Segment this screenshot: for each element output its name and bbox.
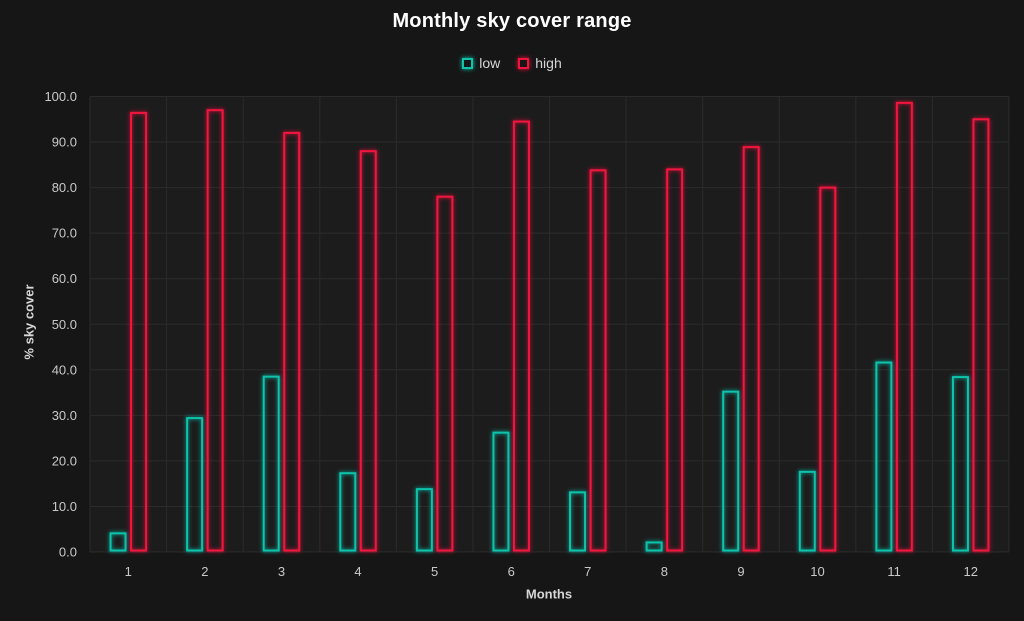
legend-label-low: low — [479, 55, 501, 71]
bar-high-month-12[interactable] — [972, 118, 990, 552]
y-tick-label: 50.0 — [52, 317, 77, 332]
bar-high-month-10[interactable] — [819, 186, 837, 552]
x-tick-label: 8 — [661, 564, 668, 579]
bar-low-month-12[interactable] — [951, 376, 969, 552]
chart-title: Monthly sky cover range — [392, 10, 632, 32]
bar-high-month-9[interactable] — [742, 146, 760, 552]
y-axis-title: % sky cover — [21, 284, 37, 360]
x-tick-label: 10 — [810, 564, 824, 579]
x-tick-label: 9 — [737, 564, 744, 579]
y-tick-label: 60.0 — [52, 271, 77, 286]
bar-low-month-9[interactable] — [722, 390, 740, 552]
bar-low-month-1[interactable] — [109, 532, 127, 552]
bar-low-month-4[interactable] — [339, 472, 357, 552]
bar-low-month-7[interactable] — [569, 491, 587, 552]
bar-high-month-3[interactable] — [283, 131, 301, 552]
bar-high-month-11[interactable] — [895, 101, 913, 552]
x-tick-label: 11 — [887, 564, 901, 579]
x-tick-label: 12 — [963, 564, 977, 579]
x-axis-title: Months — [525, 586, 573, 602]
bar-low-month-10[interactable] — [798, 470, 816, 552]
y-tick-label: 80.0 — [52, 180, 77, 195]
y-tick-label: 10.0 — [52, 499, 77, 514]
bar-high-month-7[interactable] — [589, 169, 607, 552]
bar-high-month-2[interactable] — [206, 109, 224, 552]
y-tick-label: 30.0 — [52, 408, 77, 423]
y-tick-label: 100.0 — [44, 89, 77, 104]
bar-high-month-5[interactable] — [436, 195, 454, 552]
x-tick-label: 6 — [508, 564, 515, 579]
bar-high-month-1[interactable] — [130, 111, 148, 552]
legend-swatch-high-icon — [518, 57, 530, 69]
bar-low-month-6[interactable] — [492, 431, 510, 552]
bar-low-month-5[interactable] — [415, 488, 433, 552]
bar-low-month-8[interactable] — [645, 541, 663, 552]
y-tick-label: 90.0 — [52, 135, 77, 150]
x-tick-label: 5 — [431, 564, 438, 579]
y-tick-label: 40.0 — [52, 362, 77, 377]
bar-low-month-3[interactable] — [262, 375, 280, 552]
x-tick-label: 7 — [584, 564, 591, 579]
y-tick-label: 20.0 — [52, 453, 77, 468]
x-tick-label: 2 — [201, 564, 208, 579]
bar-low-month-11[interactable] — [875, 361, 893, 552]
x-tick-label: 4 — [354, 564, 361, 579]
bar-high-month-4[interactable] — [359, 150, 377, 552]
legend-item-high[interactable]: high — [518, 55, 562, 71]
legend-swatch-low-icon — [462, 57, 474, 69]
bar-low-month-2[interactable] — [186, 417, 204, 552]
y-tick-label: 0.0 — [59, 545, 77, 560]
legend-item-low[interactable]: low — [462, 55, 500, 71]
legend: low high — [0, 55, 1024, 71]
y-tick-label: 70.0 — [52, 226, 77, 241]
x-tick-label: 1 — [125, 564, 132, 579]
bar-high-month-8[interactable] — [666, 168, 684, 552]
legend-label-high: high — [535, 55, 562, 71]
bar-high-month-6[interactable] — [512, 120, 530, 552]
x-tick-label: 3 — [278, 564, 285, 579]
